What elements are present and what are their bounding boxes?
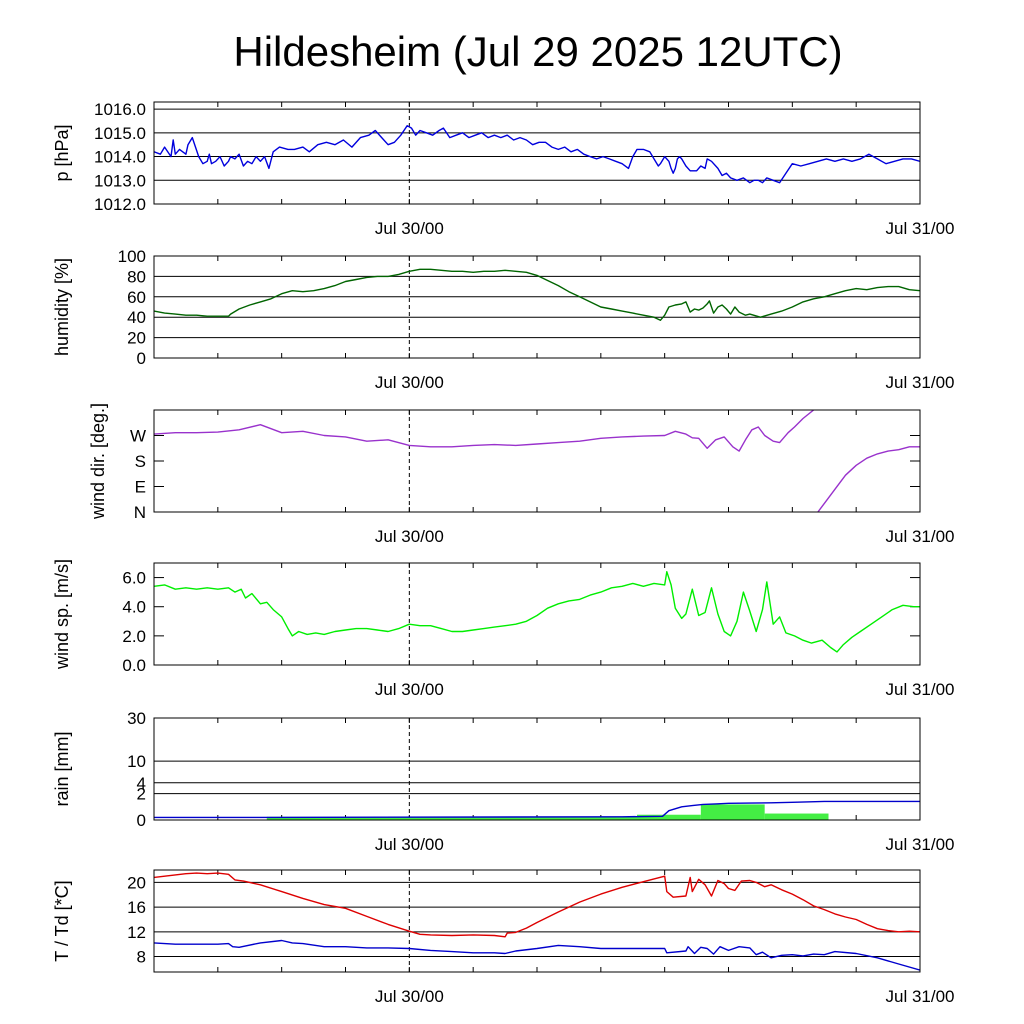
plot-frame — [153, 562, 921, 666]
y-axis-label: T / Td [*C] — [52, 880, 72, 961]
ytick-label: 2.0 — [122, 627, 146, 646]
ytick-label: 20 — [127, 329, 146, 348]
xtick-label: Jul 31/00 — [886, 373, 955, 392]
ytick-label: 0 — [137, 811, 146, 830]
y-axis-label: wind dir. [deg.] — [88, 403, 108, 520]
chart-title: Hildesheim (Jul 29 2025 12UTC) — [233, 28, 842, 75]
ytick-label: 12 — [127, 923, 146, 942]
y-axis-label: rain [mm] — [52, 731, 72, 806]
ytick-label: 1013.0 — [94, 171, 146, 190]
xtick-label: Jul 31/00 — [886, 835, 955, 854]
plot-frame — [153, 101, 921, 205]
panel-temperature: 8 12 16 20 Jul 30/00 Jul 31/00 T / Td [*C] — [52, 869, 955, 1006]
xtick-label: Jul 31/00 — [886, 219, 955, 238]
ytick-label: 1014.0 — [94, 148, 146, 167]
ytick-label: 1015.0 — [94, 124, 146, 143]
series-line-pressure-0 — [154, 125, 920, 184]
series-line-wind_dir-0 — [154, 410, 815, 452]
ytick-label: 8 — [137, 948, 146, 967]
xtick-label: Jul 30/00 — [375, 835, 444, 854]
ytick-label: E — [135, 478, 146, 497]
rain-bar — [764, 813, 829, 820]
plot-frame — [153, 255, 921, 359]
xtick-label: Jul 31/00 — [886, 527, 955, 546]
ytick-label: N — [134, 503, 146, 522]
panels: 1012.0 1013.0 1014.0 1015.0 1016.0 Jul 30/00 J… — [52, 100, 955, 1006]
xtick-label: Jul 30/00 — [375, 987, 444, 1006]
panel-rain: 0 24 10 30 Jul 30/00 Jul 31/00 rain [mm] — [52, 709, 955, 854]
ytick-label: 4 — [137, 774, 146, 793]
y-axis-label: humidity [%] — [52, 258, 72, 356]
series-line-rain-0 — [154, 800, 920, 819]
xtick-label: Jul 30/00 — [375, 527, 444, 546]
xtick-label: Jul 31/00 — [886, 987, 955, 1006]
ytick-label: 20 — [127, 873, 146, 892]
plot-frame — [153, 717, 921, 821]
ytick-label: 40 — [127, 308, 146, 327]
y-axis-label: p [hPa] — [52, 124, 72, 181]
plot-frame — [153, 409, 921, 513]
ytick-label: 80 — [127, 267, 146, 286]
panel-wind_speed: 0.0 2.0 4.0 6.0 Jul 30/00 Jul 31/00 wind sp. [… — [52, 559, 955, 699]
xtick-label: Jul 30/00 — [375, 373, 444, 392]
ytick-label: 0 — [137, 349, 146, 368]
ytick-label: W — [130, 427, 146, 446]
ytick-label: 60 — [127, 288, 146, 307]
ytick-label: 2 — [137, 785, 146, 804]
ytick-label: 4.0 — [122, 598, 146, 617]
ytick-label: 10 — [127, 752, 146, 771]
ytick-label: 100 — [118, 247, 146, 266]
rain-bar — [700, 804, 765, 820]
ytick-label: 30 — [127, 709, 146, 728]
rain-bar — [266, 816, 638, 820]
ytick-label: 16 — [127, 898, 146, 917]
series-line-temperature-1 — [154, 939, 920, 971]
series-line-humidity-0 — [154, 268, 920, 321]
y-axis-label: wind sp. [m/s] — [52, 559, 72, 670]
series-line-wind_dir-1 — [817, 446, 920, 512]
ytick-label: S — [135, 452, 146, 471]
xtick-label: Jul 31/00 — [886, 680, 955, 699]
rain-bar — [637, 814, 701, 820]
series-line-temperature-0 — [154, 872, 920, 938]
xtick-label: Jul 30/00 — [375, 219, 444, 238]
plot-frame — [153, 869, 921, 973]
ytick-label: 1016.0 — [94, 100, 146, 119]
series-line-wind_speed-0 — [154, 571, 920, 653]
ytick-label: 6.0 — [122, 569, 146, 588]
ytick-label: 1012.0 — [94, 195, 146, 214]
ytick-label: 0.0 — [122, 656, 146, 675]
xtick-label: Jul 30/00 — [375, 680, 444, 699]
panel-pressure: 1012.0 1013.0 1014.0 1015.0 1016.0 Jul 30/00 J… — [52, 100, 955, 238]
